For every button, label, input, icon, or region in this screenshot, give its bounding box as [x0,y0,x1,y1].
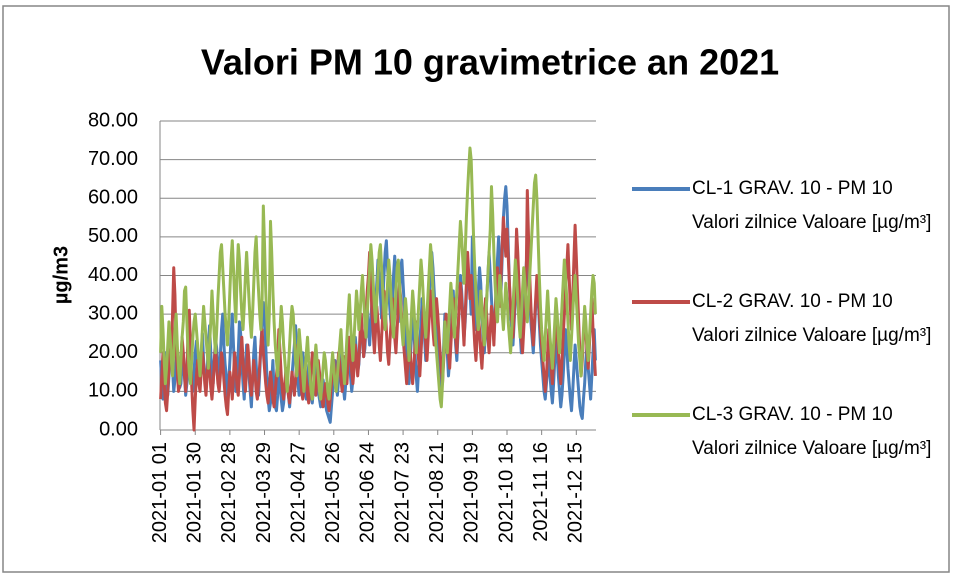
x-tick-label: 2021-06 24 [357,442,379,543]
legend-swatch [632,300,690,304]
legend-label: CL-2 GRAV. 10 - PM 10 Valori zilnice Val… [692,291,932,346]
x-tick-label: 2021-12 15 [565,442,587,543]
y-tick-label: 60.00 [88,187,138,209]
legend-swatch [632,187,690,191]
x-tick-label: 2021-02 28 [218,442,240,543]
x-tick-label: 2021-10 18 [495,442,517,543]
series-line [159,189,597,432]
x-tick-label: 2021-04 27 [287,442,309,543]
y-tick-label: 40.00 [88,264,138,286]
y-tick-label: 0.00 [99,418,138,440]
y-axis-title: µg/m3 [50,246,72,304]
x-tick-label: 2021-03 29 [253,442,275,543]
x-tick-label: 2021-01 30 [184,442,206,543]
x-tick-label: 2021-07 23 [391,442,413,543]
x-tick-label: 2021-01 01 [149,442,171,543]
legend-swatch [632,413,690,417]
y-tick-label: 20.00 [88,341,138,363]
x-tick-label: 2021-11 16 [530,442,552,542]
x-tick-label: 2021-08 21 [426,442,448,543]
y-tick-label: 70.00 [88,148,138,170]
y-tick-label: 80.00 [88,109,138,131]
chart-title: Valori PM 10 gravimetrice an 2021 [201,42,779,83]
series-line [159,146,597,409]
y-tick-label: 50.00 [88,225,138,247]
legend-label: CL-3 GRAV. 10 - PM 10 Valori zilnice Val… [692,404,932,459]
x-tick-label: 2021-09 19 [461,442,483,543]
y-tick-label: 10.00 [88,380,138,402]
x-tick-label: 2021-05 26 [322,442,344,543]
legend-label: CL-1 GRAV. 10 - PM 10 Valori zilnice Val… [692,178,932,233]
y-tick-label: 30.00 [88,302,138,324]
